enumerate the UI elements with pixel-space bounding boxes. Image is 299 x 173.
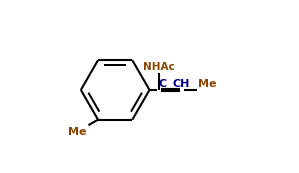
Text: Me: Me xyxy=(68,126,87,136)
Text: NHAc: NHAc xyxy=(143,62,175,72)
Text: C: C xyxy=(159,79,167,89)
Text: CH: CH xyxy=(173,79,190,89)
Text: Me: Me xyxy=(199,79,217,89)
